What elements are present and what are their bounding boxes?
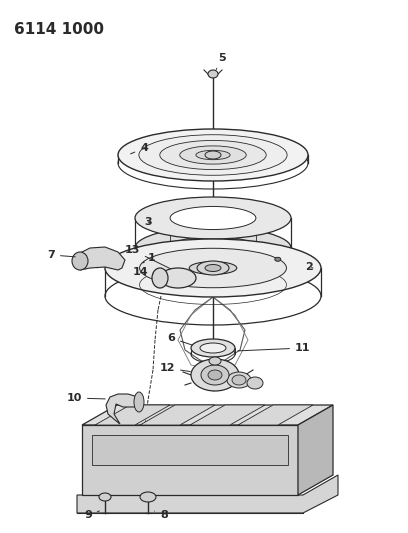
Ellipse shape	[152, 268, 168, 288]
Polygon shape	[82, 405, 333, 425]
Text: 9: 9	[84, 510, 100, 520]
Text: 6: 6	[167, 333, 192, 345]
Ellipse shape	[139, 135, 287, 175]
Polygon shape	[190, 405, 265, 425]
Ellipse shape	[201, 365, 229, 385]
Ellipse shape	[99, 493, 111, 501]
Text: 12: 12	[160, 363, 190, 373]
Ellipse shape	[140, 248, 286, 288]
Polygon shape	[92, 435, 288, 465]
Ellipse shape	[196, 150, 230, 160]
Ellipse shape	[197, 261, 229, 275]
Text: 6114 1000: 6114 1000	[14, 22, 104, 37]
Text: 3: 3	[144, 217, 152, 227]
Ellipse shape	[134, 392, 144, 412]
Ellipse shape	[208, 370, 222, 380]
Ellipse shape	[205, 151, 221, 159]
Ellipse shape	[191, 359, 239, 391]
Ellipse shape	[227, 372, 251, 388]
Text: 8: 8	[155, 510, 168, 520]
Ellipse shape	[135, 197, 291, 239]
Ellipse shape	[118, 129, 308, 181]
Ellipse shape	[232, 375, 246, 385]
Text: 14: 14	[132, 267, 153, 277]
Ellipse shape	[135, 227, 291, 269]
Ellipse shape	[247, 377, 263, 389]
Ellipse shape	[200, 343, 226, 353]
Ellipse shape	[209, 357, 221, 365]
Text: 11: 11	[238, 343, 310, 353]
Polygon shape	[238, 405, 313, 425]
Polygon shape	[140, 405, 215, 425]
Ellipse shape	[275, 257, 281, 261]
Text: 13: 13	[124, 245, 171, 269]
Ellipse shape	[160, 268, 196, 288]
Text: 4: 4	[131, 143, 148, 154]
Polygon shape	[106, 394, 140, 424]
Ellipse shape	[72, 252, 88, 270]
Text: 2: 2	[305, 262, 313, 272]
Ellipse shape	[105, 239, 321, 297]
Ellipse shape	[205, 264, 221, 271]
Polygon shape	[77, 475, 338, 513]
Ellipse shape	[160, 140, 266, 169]
Text: 7: 7	[47, 250, 75, 260]
Polygon shape	[80, 247, 125, 270]
Ellipse shape	[191, 339, 235, 357]
Text: 5: 5	[216, 53, 226, 69]
Text: 10: 10	[67, 393, 105, 403]
Ellipse shape	[208, 70, 218, 78]
Polygon shape	[82, 425, 298, 495]
Ellipse shape	[189, 262, 237, 274]
Ellipse shape	[170, 237, 256, 260]
Ellipse shape	[140, 492, 156, 502]
Polygon shape	[95, 405, 170, 425]
Ellipse shape	[170, 206, 256, 230]
Text: 1: 1	[143, 253, 155, 263]
Ellipse shape	[180, 146, 246, 164]
Polygon shape	[298, 405, 333, 495]
